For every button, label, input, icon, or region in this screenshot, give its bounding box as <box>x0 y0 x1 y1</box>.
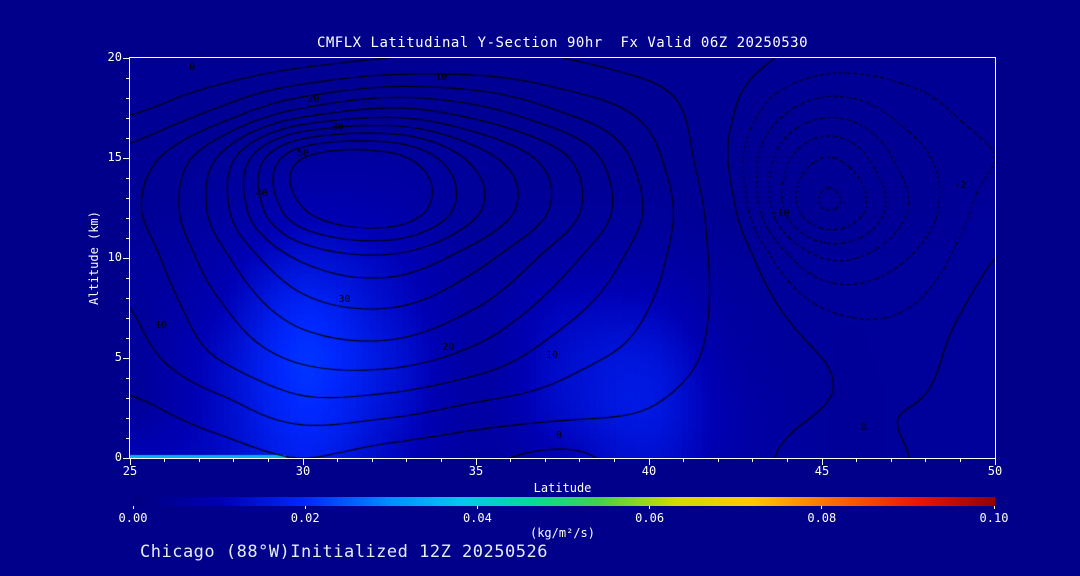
y-axis-minor-tick <box>126 117 129 119</box>
y-tick-label: 15 <box>107 150 122 164</box>
x-tick-label: 40 <box>641 464 657 478</box>
x-axis-minor-tick <box>406 459 408 462</box>
x-tick-label: 35 <box>468 464 484 478</box>
x-axis-major-tick <box>302 459 304 465</box>
y-axis-minor-tick <box>126 97 129 99</box>
x-axis-minor-tick <box>683 459 685 462</box>
x-axis-major-tick <box>475 459 477 465</box>
colorbar-tick-label: 0.10 <box>979 511 1009 525</box>
x-axis-minor-tick <box>440 459 442 462</box>
chart-title: CMFLX Latitudinal Y-Section 90hr Fx Vali… <box>316 35 809 51</box>
x-axis-minor-tick <box>890 459 892 462</box>
x-axis-minor-tick <box>267 459 269 462</box>
x-axis-minor-tick <box>337 459 339 462</box>
x-axis-minor-tick <box>717 459 719 462</box>
x-tick-label: 25 <box>122 464 138 478</box>
colorbar-tick-label: 0.00 <box>118 511 148 525</box>
y-axis-minor-tick <box>126 177 129 179</box>
colorbar-tick <box>993 506 995 509</box>
x-axis-minor-tick <box>613 459 615 462</box>
y-axis-minor-tick <box>126 197 129 199</box>
y-axis-major-tick <box>123 57 129 59</box>
footer-text: Chicago (88°W)Initialized 12Z 20250526 <box>140 542 548 562</box>
y-axis-major-tick <box>123 257 129 259</box>
x-axis-minor-tick <box>198 459 200 462</box>
x-axis-major-tick <box>821 459 823 465</box>
x-tick-label: 30 <box>295 464 311 478</box>
y-axis-minor-tick <box>126 377 129 379</box>
x-axis-major-tick <box>129 459 131 465</box>
y-axis-minor-tick <box>126 237 129 239</box>
x-tick-label: 50 <box>987 464 1003 478</box>
y-axis-minor-tick <box>126 337 129 339</box>
y-axis-minor-tick <box>126 217 129 219</box>
y-axis-major-tick <box>123 457 129 459</box>
y-axis-minor-tick <box>126 77 129 79</box>
y-axis-label: Altitude (km) <box>87 211 101 305</box>
colorbar-tick <box>821 506 823 509</box>
colorbar <box>133 497 995 506</box>
y-axis-minor-tick <box>126 317 129 319</box>
contour-plot-canvas <box>130 58 995 458</box>
colorbar-tick <box>132 506 134 509</box>
y-axis-minor-tick <box>126 277 129 279</box>
colorbar-tick <box>476 506 478 509</box>
y-axis-major-tick <box>123 357 129 359</box>
x-axis-major-tick <box>648 459 650 465</box>
colorbar-tick-label: 0.02 <box>290 511 320 525</box>
x-axis-minor-tick <box>959 459 961 462</box>
y-tick-label: 5 <box>114 350 122 364</box>
x-axis-minor-tick <box>510 459 512 462</box>
y-tick-label: 20 <box>107 50 122 64</box>
colorbar-tick-label: 0.04 <box>462 511 492 525</box>
x-tick-label: 45 <box>814 464 830 478</box>
y-axis-major-tick <box>123 157 129 159</box>
y-tick-label: 0 <box>114 450 122 464</box>
colorbar-tick-label: 0.08 <box>807 511 837 525</box>
y-axis-minor-tick <box>126 417 129 419</box>
x-axis-minor-tick <box>925 459 927 462</box>
colorbar-tick <box>649 506 651 509</box>
colorbar-tick-label: 0.06 <box>635 511 665 525</box>
x-axis-minor-tick <box>786 459 788 462</box>
colorbar-tick <box>304 506 306 509</box>
x-axis-label: Latitude <box>533 481 592 495</box>
x-axis-minor-tick <box>233 459 235 462</box>
colorbar-units-label: (kg/m²/s) <box>529 526 596 540</box>
y-axis-minor-tick <box>126 437 129 439</box>
x-axis-minor-tick <box>752 459 754 462</box>
x-axis-minor-tick <box>856 459 858 462</box>
x-axis-major-tick <box>994 459 996 465</box>
y-tick-label: 10 <box>107 250 122 264</box>
plot-area: 0 10 20 30 50 40 30 20 10 10 0 0 -10 -2 <box>129 57 996 459</box>
y-axis-minor-tick <box>126 397 129 399</box>
y-axis-minor-tick <box>126 137 129 139</box>
x-axis-minor-tick <box>544 459 546 462</box>
x-axis-minor-tick <box>579 459 581 462</box>
y-axis-minor-tick <box>126 297 129 299</box>
x-axis-minor-tick <box>371 459 373 462</box>
x-axis-minor-tick <box>164 459 166 462</box>
